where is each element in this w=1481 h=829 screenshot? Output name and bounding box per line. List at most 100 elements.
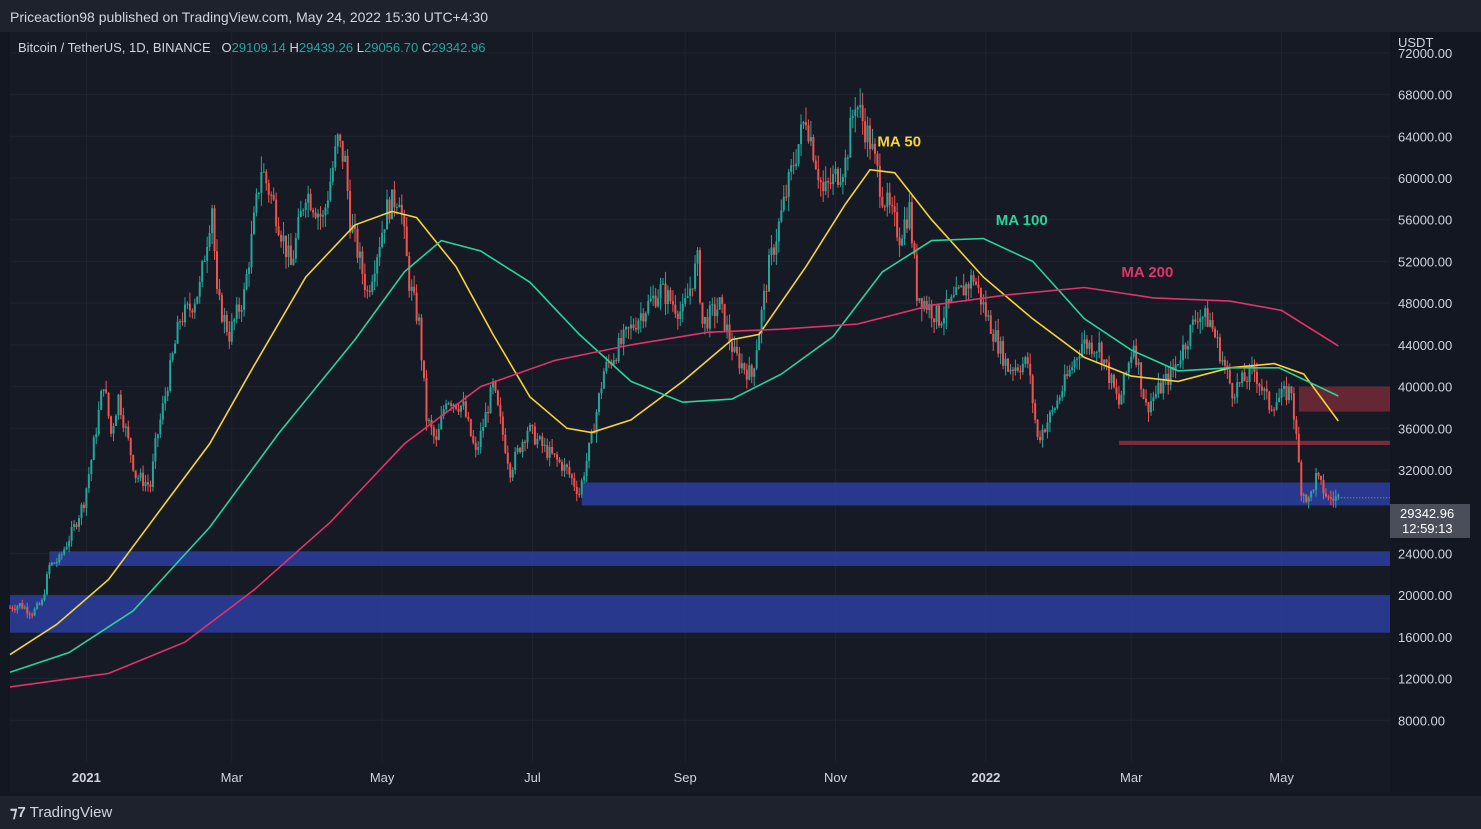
candle-body <box>590 430 593 443</box>
candle-body <box>1120 394 1123 405</box>
candle-body <box>398 204 401 208</box>
zone-support <box>581 482 1390 506</box>
candle-body <box>459 405 462 412</box>
candle-body <box>906 219 908 229</box>
candle-body <box>777 221 780 242</box>
candle-body <box>925 300 928 311</box>
candle-body <box>1169 367 1172 385</box>
price-axis[interactable] <box>1390 32 1481 792</box>
candle-body <box>1122 374 1125 395</box>
candle-body <box>654 295 657 307</box>
candle-body <box>255 193 258 213</box>
annotation-ma50: MA 50 <box>877 134 921 151</box>
candle-body <box>649 298 652 302</box>
candle-body <box>58 554 61 563</box>
candle-body <box>225 314 228 332</box>
candle-body <box>1182 344 1184 361</box>
candle-body <box>1216 337 1219 339</box>
candle-body <box>326 200 329 208</box>
candle-body <box>196 296 199 304</box>
candle-body <box>1302 494 1305 496</box>
candle-body <box>760 309 763 334</box>
candle-body <box>957 287 960 289</box>
chart-area[interactable] <box>10 32 1390 762</box>
candle-body <box>191 310 194 313</box>
y-tick-label: 32000.00 <box>1398 463 1452 478</box>
candle-body <box>467 416 470 420</box>
y-tick-label: 72000.00 <box>1398 46 1452 61</box>
candle-body <box>1297 433 1300 463</box>
series-line-ma100 <box>9 237 1339 674</box>
candle-body <box>822 182 825 192</box>
candle-body <box>975 281 977 285</box>
candle-body <box>1152 397 1155 402</box>
candle-body <box>122 415 125 428</box>
current-price: 29342.96 <box>1400 506 1455 521</box>
candle-body <box>1142 389 1145 399</box>
candle-body <box>304 202 307 211</box>
candle-body <box>681 303 684 312</box>
candle-body <box>1278 397 1281 403</box>
candle-body <box>514 451 517 470</box>
candle-body <box>1332 498 1335 501</box>
candle-body <box>299 211 302 217</box>
candle-body <box>309 193 312 211</box>
candle-body <box>1324 493 1327 497</box>
candle-body <box>735 346 738 354</box>
candle-body <box>176 321 179 344</box>
candle-body <box>536 438 539 445</box>
candle-body <box>942 317 945 324</box>
candle-body <box>952 294 955 297</box>
candle-body <box>568 467 571 475</box>
candle-body <box>970 275 973 289</box>
candle-body <box>982 302 985 305</box>
candle-body <box>354 224 356 229</box>
candle-body <box>400 204 403 215</box>
time-axis[interactable] <box>10 762 1390 792</box>
candle-body <box>494 381 497 391</box>
candle-body <box>1051 410 1054 413</box>
candle-body <box>1002 340 1005 366</box>
candle-body <box>1140 362 1143 390</box>
candle-body <box>294 237 297 259</box>
y-tick-label: 48000.00 <box>1398 296 1452 311</box>
candle-body <box>390 189 393 220</box>
candle-body <box>1164 373 1167 381</box>
candle-body <box>245 274 248 290</box>
candle-body <box>114 415 117 426</box>
candle-body <box>869 125 872 150</box>
candle-body <box>381 232 384 248</box>
y-tick-label: 68000.00 <box>1398 88 1452 103</box>
tradingview-logo[interactable]: ⁊7 TradingView <box>10 803 112 821</box>
candle-body <box>31 614 34 616</box>
candle-body <box>250 233 253 268</box>
candle-body <box>280 234 283 242</box>
candle-body <box>233 319 236 322</box>
candle-body <box>1174 364 1177 371</box>
candle-body <box>129 438 132 456</box>
candle-body <box>575 486 578 495</box>
candle-body <box>726 324 729 331</box>
candle-body <box>423 360 425 379</box>
candle-body <box>1204 308 1207 317</box>
candle-body <box>657 298 660 307</box>
candle-body <box>1177 364 1180 366</box>
candle-body <box>235 304 238 320</box>
annotation-ma100: MA 100 <box>996 212 1048 229</box>
candle-body <box>496 390 499 406</box>
candle-body <box>383 229 386 233</box>
candle-body <box>612 360 615 365</box>
candle-body <box>694 263 697 289</box>
candle-body <box>1263 388 1266 391</box>
candle-body <box>28 613 31 615</box>
x-tick-label: Jul <box>524 770 541 785</box>
candle-body <box>363 273 366 291</box>
candle-body <box>70 527 73 541</box>
candle-body <box>1034 403 1037 420</box>
candle-body <box>797 144 800 164</box>
candle-body <box>45 574 48 595</box>
x-tick-label: 2021 <box>72 770 101 785</box>
candle-body <box>630 324 632 329</box>
candle-body <box>1071 367 1074 370</box>
candle-body <box>809 137 812 142</box>
